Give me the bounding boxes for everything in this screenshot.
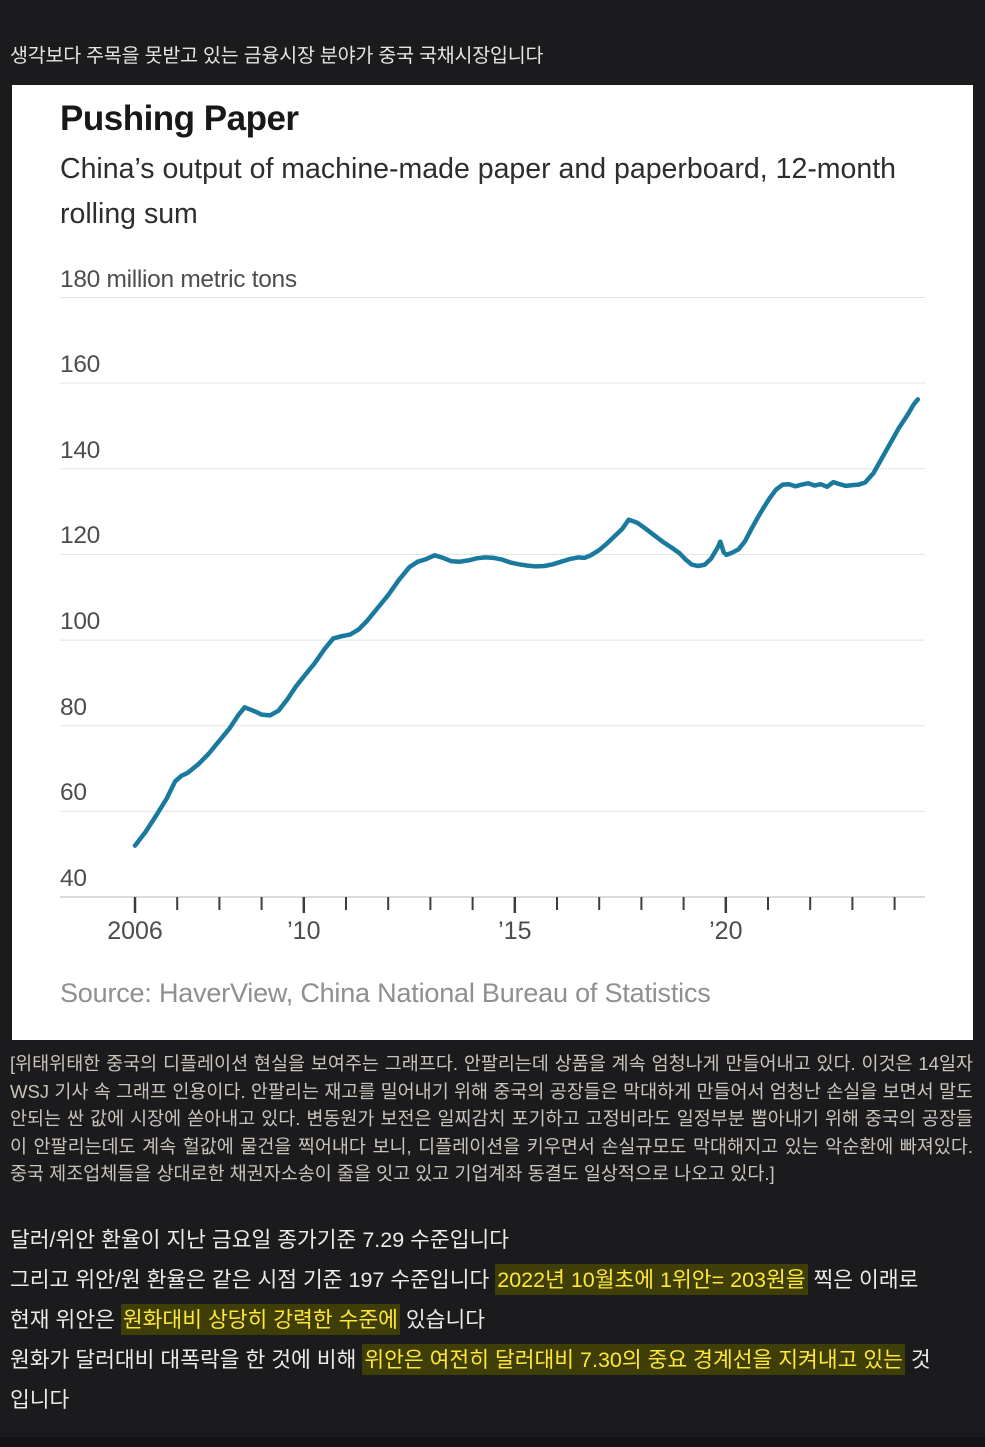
- rate-commentary-line: 원화가 달러대비 대폭락을 한 것에 비해 위안은 여전히 달러대비 7.30의…: [10, 1340, 980, 1380]
- rate-commentary-line: 입니다: [10, 1380, 980, 1420]
- rate-commentary-line: 현재 위안은 원화대비 상당히 강력한 수준에 있습니다: [10, 1300, 980, 1340]
- x-axis-tick-label: ’10: [287, 917, 321, 945]
- chart-plot-canvas: [60, 297, 925, 913]
- plain-text: 현재 위안은: [10, 1308, 121, 1332]
- plain-text: 있습니다: [399, 1308, 486, 1332]
- plain-text: 입니다: [10, 1388, 70, 1412]
- x-axis-tick-label: 2006: [107, 917, 163, 945]
- plain-text: 그리고 위안/원 환율은 같은 시점 기준 197 수준입니다: [10, 1268, 496, 1292]
- data-line-paper-output: [132, 397, 921, 848]
- plain-text: 원화가 달러대비 대폭락을 한 것에 비해: [10, 1348, 363, 1372]
- chart-image-panel: Pushing Paper China’s output of machine-…: [12, 85, 973, 1040]
- y-axis-tick-label: 40: [60, 865, 87, 892]
- y-axis-tick-label: 140: [60, 436, 100, 464]
- y-axis-tick-label: 80: [60, 693, 87, 721]
- bottom-divider: [0, 1437, 985, 1447]
- plain-text: 달러/위안 환율이 지난 금요일 종가기준 7.29 수준입니다: [10, 1228, 510, 1252]
- x-axis-tick-label: ’20: [709, 917, 743, 945]
- highlighted-text: 위안은 여전히 달러대비 7.30의 중요 경계선을 지켜내고 있는: [362, 1344, 905, 1375]
- plain-text: 것: [904, 1348, 931, 1372]
- chart-source: Source: HaverView, China National Bureau…: [60, 978, 711, 1008]
- y-axis-tick-label: 60: [60, 779, 87, 807]
- plain-text: 찍은 이래로: [807, 1268, 919, 1292]
- rate-commentary-line: 그리고 위안/원 환율은 같은 시점 기준 197 수준입니다 2022년 10…: [10, 1260, 980, 1300]
- chart-subtitle: China’s output of machine-made paper and…: [60, 153, 897, 230]
- highlighted-text: 2022년 10월초에 1위안= 203원을: [495, 1264, 808, 1295]
- post-heading: 생각보다 주목을 못받고 있는 금융시장 분야가 중국 국채시장입니다: [10, 44, 544, 67]
- chart-title: Pushing Paper: [60, 99, 299, 138]
- y-axis-unit-label: 180 million metric tons: [60, 265, 297, 293]
- y-axis-tick-label: 160: [60, 351, 100, 379]
- highlighted-text: 원화대비 상당히 강력한 수준에: [120, 1304, 400, 1335]
- x-axis-tick-label: ’15: [498, 917, 532, 945]
- commentary-paragraph: [위태위태한 중국의 디플레이션 현실을 보여주는 그래프다. 안팔리는데 상품…: [10, 1053, 973, 1184]
- y-axis-tick-label: 100: [60, 608, 100, 636]
- y-axis-tick-label: 120: [60, 522, 100, 550]
- rate-commentary-line: 달러/위안 환율이 지난 금요일 종가기준 7.29 수준입니다: [10, 1220, 980, 1260]
